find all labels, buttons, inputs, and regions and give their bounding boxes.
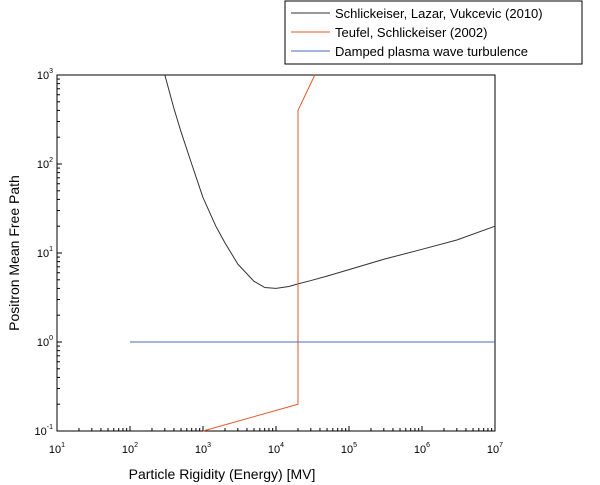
series-line-1 — [202, 74, 316, 432]
legend-box — [284, 0, 583, 65]
series-line-0 — [164, 74, 496, 289]
series-layer — [130, 74, 496, 432]
y-tick-label: 103 — [37, 68, 53, 82]
y-axis-label: Positron Mean Free Path — [6, 175, 22, 331]
x-tick-label: 106 — [414, 442, 430, 456]
x-tick-label: 101 — [49, 442, 65, 456]
legend-label: Damped plasma wave turbulence — [335, 44, 528, 59]
y-tick-label: 102 — [37, 157, 53, 171]
x-tick-label: 102 — [122, 442, 138, 456]
x-axis: 101 102 103 104 105 106 107 — [49, 426, 503, 456]
y-axis: 10-1 100 101 102 103 — [35, 68, 62, 438]
x-tick-label: 105 — [341, 442, 357, 456]
y-tick-label: 100 — [37, 335, 53, 349]
plot-frame — [56, 74, 496, 432]
x-tick-label: 104 — [268, 442, 284, 456]
x-axis-label: Particle Rigidity (Energy) [MV] — [129, 466, 316, 482]
x-tick-label: 103 — [195, 442, 211, 456]
legend: Schlickeiser, Lazar, Vukcevic (2010) Teu… — [284, 0, 583, 65]
y-tick-label: 10-1 — [35, 424, 54, 438]
y-tick-label: 101 — [37, 246, 53, 260]
legend-label: Schlickeiser, Lazar, Vukcevic (2010) — [335, 6, 543, 21]
x-tick-label: 107 — [487, 442, 503, 456]
legend-label: Teufel, Schlickeiser (2002) — [335, 25, 487, 40]
